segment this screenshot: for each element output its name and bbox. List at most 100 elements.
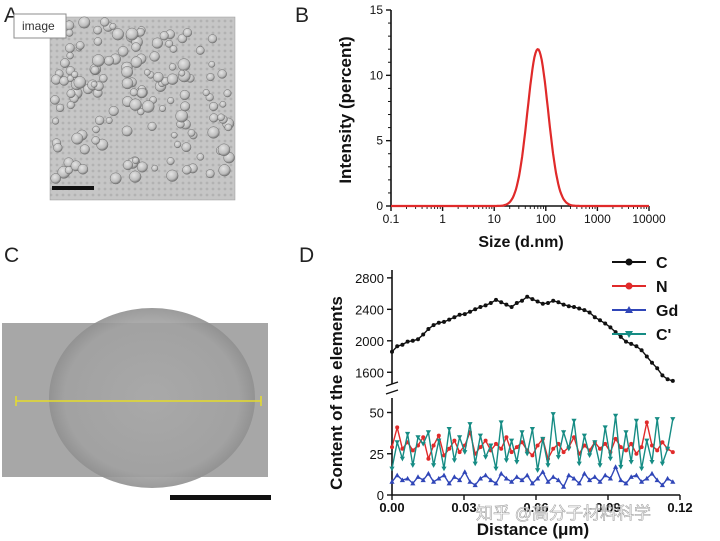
chart-d-point-gd — [462, 469, 468, 474]
chart-d-point-c — [525, 294, 530, 299]
chart-d-point-n — [457, 450, 462, 455]
chart-d-point-n — [618, 445, 623, 450]
chart-d-legend-label-c: C — [656, 255, 668, 272]
nanoparticle — [209, 113, 219, 123]
chart-d-point-c — [655, 366, 660, 371]
chart-d-point-gd — [654, 477, 660, 483]
nanoparticle — [207, 126, 220, 139]
chart-d-point-gd — [561, 484, 567, 489]
nanoparticle — [182, 28, 193, 38]
nanoparticle — [95, 115, 105, 126]
chart-d-point-c-prime — [654, 417, 660, 422]
chart-d-point-c — [644, 354, 649, 359]
chart-d-point-c-prime — [399, 456, 405, 462]
nanoparticle — [117, 46, 129, 57]
nanoparticle — [53, 143, 63, 153]
nanoparticle — [205, 169, 215, 179]
nanoparticle — [151, 37, 163, 49]
chart-d-point-c — [665, 377, 670, 382]
chart-d-point-n — [499, 446, 504, 451]
chart-d-point-gd — [509, 479, 515, 484]
chart-d-point-c-prime — [425, 430, 431, 435]
chart-d-point-n — [483, 438, 488, 443]
chart-d-point-gd — [618, 477, 624, 483]
chart-d-point-c — [405, 339, 410, 344]
nanoparticle — [130, 56, 143, 68]
chart-d-point-n — [629, 441, 634, 446]
chart-d-point-c-prime — [441, 466, 447, 472]
chart-d-point-gd — [394, 472, 400, 478]
chart-d-point-c-prime — [576, 461, 582, 467]
panel-label-d: D — [299, 244, 314, 267]
chart-d-point-n — [494, 441, 498, 446]
chart-d-point-c-prime — [431, 463, 437, 468]
chart-d-point-gd — [477, 475, 483, 481]
chart-d-point-n — [613, 436, 618, 441]
nanoparticle — [129, 170, 142, 183]
chart-d-point-gd — [529, 480, 535, 486]
chart-d-point-n — [561, 450, 566, 455]
watermark: 知乎 @高分子材料科学 — [476, 504, 651, 523]
tooltip-text: image — [22, 19, 55, 33]
chart-d-point-n — [478, 445, 483, 450]
chart-d-legend-label-n: N — [656, 279, 668, 296]
chart-d-point-c-prime — [639, 466, 645, 472]
chart-d-legend-marker-n — [625, 282, 633, 290]
chart-d-point-n — [530, 453, 535, 458]
nanoparticle — [108, 105, 119, 117]
chart-d-point-c-prime — [545, 463, 551, 468]
chart-d-point-gd — [410, 480, 416, 486]
nanoparticle — [60, 58, 70, 68]
chart-d-point-n — [624, 448, 628, 453]
panel-label-b: B — [295, 4, 309, 27]
chart-d-x-tick-label: 0.09 — [595, 500, 620, 515]
nanoparticle — [66, 101, 75, 110]
chart-d-point-gd — [389, 479, 395, 484]
chart-d-point-c-prime — [457, 435, 463, 440]
nanoparticle — [104, 55, 115, 66]
chart-d-point-n — [514, 445, 519, 450]
nanoparticle — [92, 125, 100, 134]
chart-d-y-tick-label: 2400 — [355, 302, 384, 317]
chart-d-point-gd — [399, 477, 405, 483]
chart-d-point-n — [400, 446, 405, 451]
nanoparticle — [182, 165, 192, 175]
chart-d-point-c-prime — [540, 436, 546, 442]
chart-d-point-n — [535, 443, 540, 448]
chart-b-y-tick-label: 15 — [370, 3, 384, 17]
chart-d-point-c — [624, 339, 628, 344]
chart-d-point-c — [618, 334, 623, 339]
chart-d-point-c — [592, 315, 597, 320]
chart-d-point-gd — [420, 477, 426, 483]
chart-d-point-c-prime — [420, 441, 426, 447]
chart-d-point-n — [452, 438, 457, 443]
nanoparticle — [174, 140, 182, 149]
nanoparticle — [73, 76, 87, 89]
chart-d-point-gd — [613, 464, 619, 469]
chart-d-point-c — [462, 312, 467, 317]
nanoparticle — [71, 70, 79, 79]
nanoparticle — [217, 113, 225, 122]
chart-d-point-c-prime — [587, 453, 593, 458]
chart-b-x-tick-label: 1000 — [584, 212, 611, 226]
nanoparticle — [65, 29, 74, 37]
chart-d-point-c-prime — [623, 430, 629, 435]
chart-d-point-c-prime — [462, 450, 468, 455]
nanoparticle — [217, 143, 231, 157]
chart-d-point-c — [483, 303, 488, 308]
nanoparticle — [218, 164, 231, 177]
nanoparticle — [109, 22, 117, 30]
chart-d-point-c — [670, 378, 675, 383]
nanoparticle — [175, 109, 189, 123]
nanoparticle — [52, 117, 60, 125]
chart-d-point-c — [520, 298, 524, 303]
chart-d-x-tick-label: 0.00 — [379, 500, 404, 515]
nanoparticle — [136, 161, 148, 173]
chart-d-point-c-prime — [665, 446, 671, 452]
chart-d-point-gd — [488, 477, 494, 483]
nanoparticle — [121, 66, 134, 78]
chart-d-point-c-prime — [519, 430, 525, 435]
chart-d-point-c-prime — [446, 427, 452, 432]
chart-d-point-gd — [659, 482, 665, 488]
nanoparticle — [137, 108, 145, 116]
